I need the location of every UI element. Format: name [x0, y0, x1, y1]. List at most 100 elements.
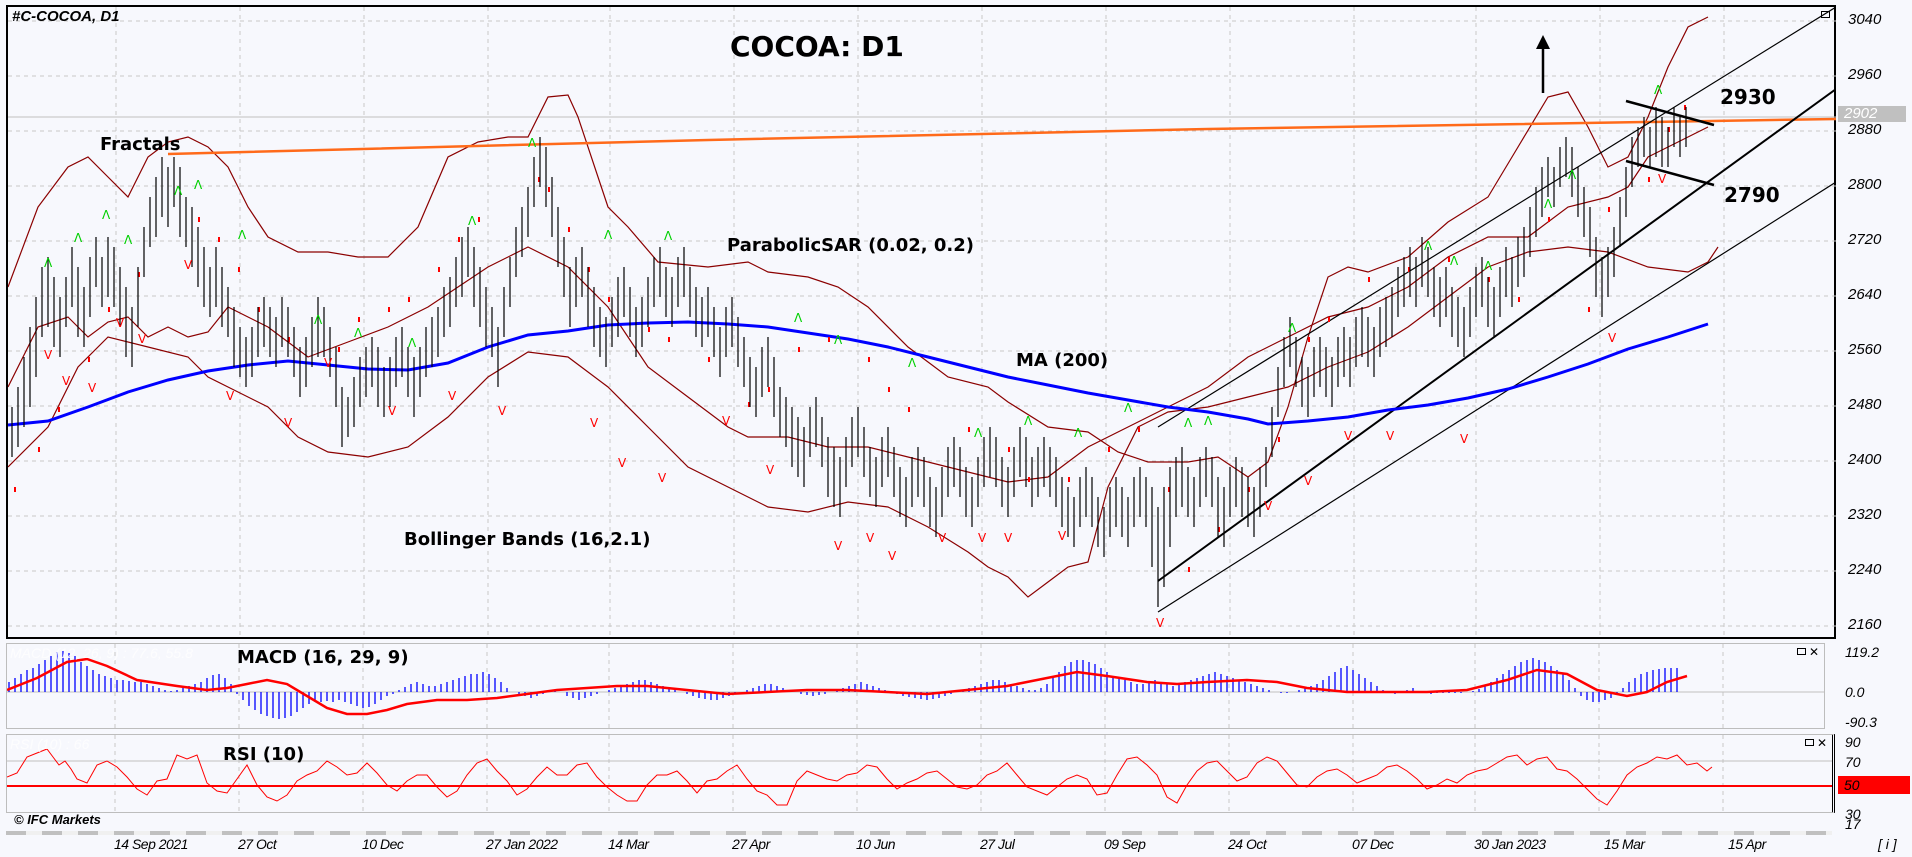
- svg-text:V: V: [590, 416, 599, 430]
- svg-text:V: V: [1304, 474, 1313, 488]
- svg-text:Λ: Λ: [1204, 414, 1213, 428]
- rsi-tick: 70: [1845, 754, 1861, 770]
- svg-text:V: V: [834, 539, 843, 553]
- rsi-panel[interactable]: ✕: [6, 734, 1835, 813]
- price-tick: 2240: [1848, 561, 1882, 578]
- macd-canvas: [7, 644, 1824, 728]
- maximize-main-icon[interactable]: [1821, 11, 1830, 18]
- svg-text:V: V: [938, 531, 947, 545]
- svg-text:V: V: [1156, 616, 1165, 630]
- date-tick: 15 Mar: [1604, 836, 1645, 852]
- close-rsi-icon[interactable]: ✕: [1816, 736, 1827, 750]
- rsi-tick: 30: [1845, 806, 1861, 822]
- svg-text:Λ: Λ: [1654, 83, 1663, 97]
- svg-text:Λ: Λ: [314, 313, 323, 327]
- macd-signal-line: [7, 657, 1688, 716]
- macd-tick: -90.3: [1845, 714, 1877, 730]
- price-tick: 2720: [1848, 231, 1882, 248]
- svg-text:Λ: Λ: [908, 356, 917, 370]
- annotation-ma-200: MA (200): [1016, 350, 1109, 371]
- current-price-tag: 2902: [1838, 106, 1906, 122]
- svg-text:Λ: Λ: [1424, 239, 1433, 253]
- svg-text:Λ: Λ: [1024, 414, 1033, 428]
- svg-text:Λ: Λ: [194, 178, 203, 192]
- date-tick: 14 Sep 2021: [114, 836, 188, 852]
- price-tick: 2400: [1848, 451, 1882, 468]
- svg-text:Λ: Λ: [528, 136, 537, 150]
- date-tick: 27 Jul: [980, 836, 1015, 852]
- svg-text:Λ: Λ: [1544, 197, 1553, 211]
- svg-text:Λ: Λ: [44, 256, 53, 270]
- svg-text:Λ: Λ: [102, 208, 111, 222]
- price-tick: 2960: [1848, 66, 1882, 83]
- svg-text:V: V: [1344, 429, 1353, 443]
- svg-text:V: V: [658, 471, 667, 485]
- svg-text:Λ: Λ: [1124, 401, 1133, 415]
- svg-text:Λ: Λ: [74, 231, 83, 245]
- maximize-macd-icon[interactable]: [1797, 648, 1806, 655]
- svg-text:V: V: [618, 456, 627, 470]
- svg-text:V: V: [1058, 529, 1067, 543]
- svg-text:Λ: Λ: [1074, 426, 1083, 440]
- svg-text:V: V: [1004, 531, 1013, 545]
- svg-text:V: V: [888, 549, 897, 563]
- consolidation-lines: [1625, 99, 1715, 187]
- price-tick: 2320: [1848, 506, 1882, 523]
- rsi-canvas: [7, 735, 1832, 812]
- date-tick: 10 Jun: [856, 836, 896, 852]
- horizontal-scrollbar[interactable]: [6, 831, 1832, 835]
- annotation-parabolic-sar: ParabolicSAR (0.02, 0.2): [727, 235, 975, 256]
- svg-text:Λ: Λ: [468, 214, 477, 228]
- annotation-rsi: RSI (10): [223, 744, 305, 765]
- symbol-label: #C-COCOA, D1: [12, 8, 120, 25]
- trend-channel: [1157, 7, 1836, 613]
- date-tick: 30 Jan 2023: [1474, 836, 1546, 852]
- svg-text:V: V: [722, 414, 731, 428]
- date-tick: 10 Dec: [362, 836, 404, 852]
- rsi-line: [7, 748, 1713, 806]
- svg-text:V: V: [498, 404, 507, 418]
- annotation-fractals: Fractals: [100, 134, 181, 155]
- price-tick: 2640: [1848, 286, 1882, 303]
- svg-text:Λ: Λ: [1568, 168, 1577, 182]
- annotation-support-2790: 2790: [1724, 183, 1780, 207]
- svg-text:V: V: [866, 531, 875, 545]
- svg-text:V: V: [184, 258, 193, 272]
- close-macd-icon[interactable]: ✕: [1808, 645, 1819, 659]
- price-tick: 2800: [1848, 176, 1882, 193]
- price-tick: 2160: [1848, 616, 1882, 633]
- maximize-rsi-icon[interactable]: [1805, 739, 1814, 746]
- date-tick: 27 Apr: [732, 836, 770, 852]
- rsi-value-label: RSI (10) : 66: [10, 736, 90, 752]
- svg-text:Λ: Λ: [1450, 254, 1459, 268]
- price-tick: 2560: [1848, 341, 1882, 358]
- svg-text:V: V: [448, 389, 457, 403]
- svg-text:Λ: Λ: [354, 326, 363, 340]
- svg-text:V: V: [1658, 172, 1667, 186]
- svg-text:V: V: [978, 531, 987, 545]
- svg-text:Λ: Λ: [408, 336, 417, 350]
- grid: [8, 7, 1836, 639]
- date-tick: 15 Apr: [1728, 836, 1766, 852]
- svg-text:Λ: Λ: [174, 184, 183, 198]
- resistance-trendline: [167, 117, 1836, 156]
- annotation-resistance-2930: 2930: [1720, 85, 1776, 109]
- svg-text:Λ: Λ: [1484, 259, 1493, 273]
- svg-text:V: V: [116, 316, 125, 330]
- info-button[interactable]: [ i ]: [1878, 836, 1897, 852]
- chart-title: COCOA: D1: [730, 30, 904, 63]
- candlesticks: [11, 107, 1687, 607]
- svg-text:Λ: Λ: [604, 228, 613, 242]
- macd-panel[interactable]: ✕: [6, 643, 1825, 729]
- svg-text:V: V: [766, 463, 775, 477]
- macd-value-label: MACD (12, 26, 9) : 77.6, 55.8: [10, 645, 193, 661]
- svg-text:V: V: [44, 348, 53, 362]
- svg-text:Λ: Λ: [1288, 321, 1297, 335]
- svg-text:V: V: [1386, 429, 1395, 443]
- svg-text:V: V: [1264, 499, 1273, 513]
- copyright-label: © IFC Markets: [14, 812, 101, 827]
- svg-text:Λ: Λ: [834, 333, 843, 347]
